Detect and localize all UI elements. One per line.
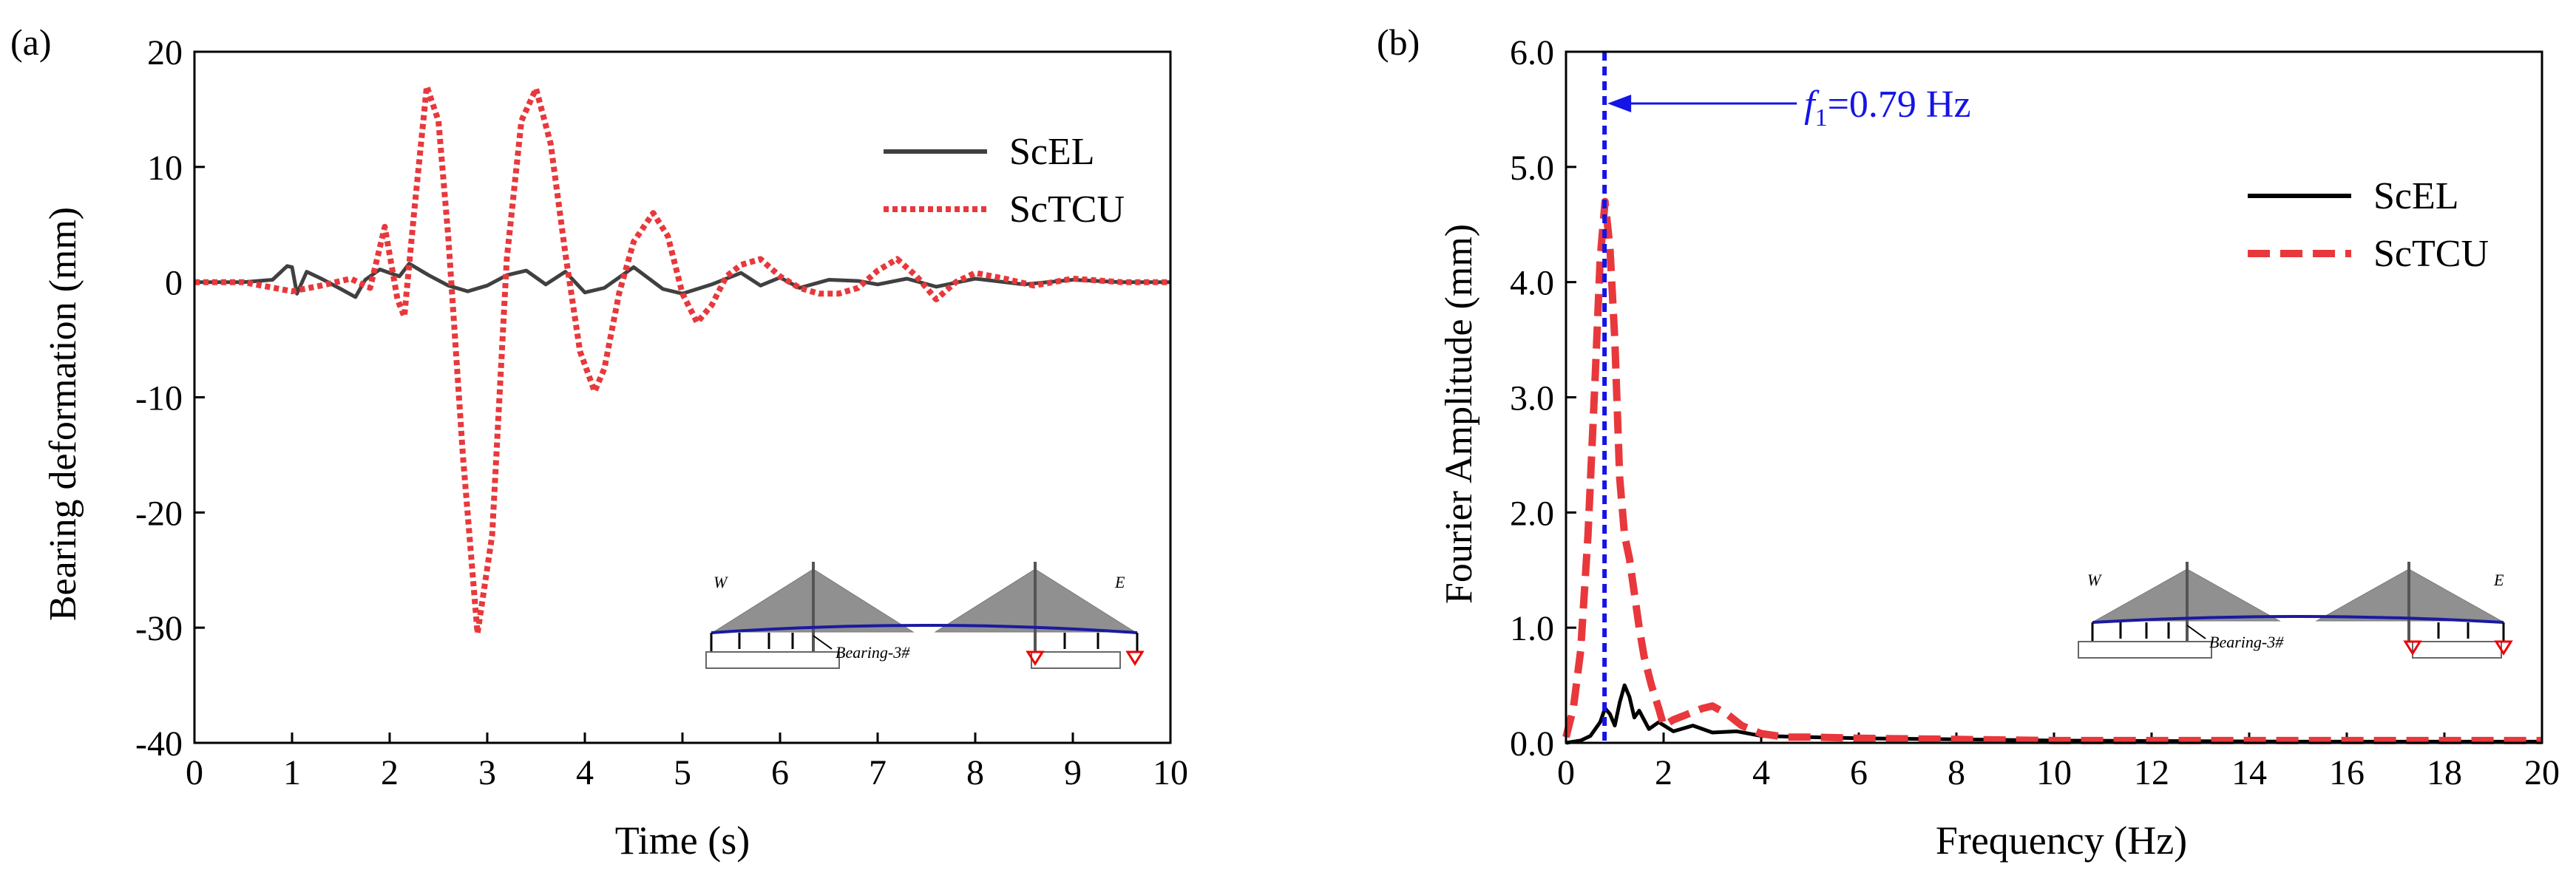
a-xtick-label: 3 bbox=[478, 753, 496, 792]
inset-b-soil-e bbox=[2412, 641, 2502, 659]
b-xtick-label: 14 bbox=[2231, 753, 2267, 792]
a-ytick-label: 10 bbox=[147, 149, 183, 188]
inset-b-bearing-pointer bbox=[2186, 625, 2206, 639]
b-xtick-label: 2 bbox=[1655, 753, 1672, 792]
b-xtick-label: 6 bbox=[1850, 753, 1868, 792]
inset-a-support-2 bbox=[1125, 650, 1145, 666]
a-xtick-label: 7 bbox=[869, 753, 887, 792]
panel-b-ylabel: Fourier Amplitude (mm) bbox=[1438, 224, 1480, 604]
b-ytick-label: 0.0 bbox=[1510, 724, 1554, 764]
inset-a-pier-set bbox=[710, 633, 1139, 652]
inset-a-deck bbox=[711, 624, 1138, 634]
inset-b-deck bbox=[2092, 615, 2504, 624]
a-ytick-label: -10 bbox=[135, 379, 183, 418]
b-ytick-label: 3.0 bbox=[1510, 379, 1554, 418]
inset-b-label-bearing: Bearing-3# bbox=[2209, 633, 2284, 651]
b-series-sctcu bbox=[1562, 197, 2542, 744]
a-xtick-label: 1 bbox=[283, 753, 301, 792]
panel-b-inset: W E Bearing-3# bbox=[2078, 562, 2513, 659]
inset-b-label-e: E bbox=[2493, 571, 2504, 589]
f1-arrowhead bbox=[1607, 95, 1632, 112]
b-ytick-label: 5.0 bbox=[1510, 149, 1554, 188]
inset-a-label-w: W bbox=[714, 573, 728, 591]
inset-b-label-w: W bbox=[2087, 571, 2102, 589]
inset-a-soil-e bbox=[1031, 651, 1121, 669]
inset-a-bearing-pointer bbox=[813, 635, 833, 650]
panel-a: (a) Bearing deformation (mm) Time (s) 0 1… bbox=[10, 21, 1188, 863]
panel-b-series bbox=[1562, 197, 2542, 745]
b-xtick-label: 16 bbox=[2329, 753, 2365, 792]
inset-a-soil-w bbox=[705, 651, 840, 669]
a-xtick-label: 8 bbox=[966, 753, 984, 792]
a-ytick-label: 0 bbox=[165, 264, 183, 303]
a-series-scel bbox=[194, 262, 1170, 299]
b-ytick-label: 6.0 bbox=[1510, 33, 1554, 72]
panel-b-frame bbox=[1565, 50, 2543, 744]
f1-label-rest: =0.79 Hz bbox=[1828, 84, 1971, 126]
panel-b-label: (b) bbox=[1377, 21, 1420, 63]
a-xtick-label: 10 bbox=[1153, 753, 1188, 792]
legend-a-sctcu-label: ScTCU bbox=[1009, 188, 1125, 231]
a-ytick-label: -40 bbox=[135, 724, 183, 764]
inset-a-label-bearing: Bearing-3# bbox=[835, 643, 910, 662]
a-series-sctcu bbox=[194, 83, 1170, 636]
panel-a-inset: W E Bearing-3# bbox=[705, 562, 1145, 669]
panel-a-ylabel: Bearing deformation (mm) bbox=[42, 207, 84, 621]
inset-b-pier-set bbox=[2091, 622, 2505, 642]
panel-a-series bbox=[194, 83, 1170, 636]
a-ytick-label: -30 bbox=[135, 609, 183, 648]
panel-b: (b) Fourier Amplitude (mm) Frequency (Hz… bbox=[1377, 21, 2560, 863]
a-xtick-label: 6 bbox=[771, 753, 789, 792]
inset-b-soil-w bbox=[2078, 641, 2212, 659]
a-xtick-label: 0 bbox=[186, 753, 203, 792]
a-xtick-label: 5 bbox=[674, 753, 691, 792]
panel-a-xlabel: Time (s) bbox=[615, 818, 750, 863]
a-xtick-label: 4 bbox=[576, 753, 594, 792]
legend-b-scel-label: ScEL bbox=[2373, 175, 2459, 217]
a-xtick-label: 2 bbox=[381, 753, 399, 792]
a-xtick-label: 9 bbox=[1064, 753, 1082, 792]
inset-a-support-1 bbox=[1026, 650, 1045, 666]
b-xtick-label: 18 bbox=[2427, 753, 2462, 792]
b-ytick-label: 4.0 bbox=[1510, 264, 1554, 303]
panel-b-legend: ScEL ScTCU bbox=[2248, 175, 2489, 275]
b-xtick-label: 10 bbox=[2036, 753, 2072, 792]
legend-b-sctcu-label: ScTCU bbox=[2373, 233, 2489, 275]
panel-a-label: (a) bbox=[10, 21, 52, 63]
b-xtick-label: 20 bbox=[2524, 753, 2560, 792]
b-ytick-label: 2.0 bbox=[1510, 494, 1554, 533]
b-xtick-label: 0 bbox=[1557, 753, 1575, 792]
a-ytick-label: 20 bbox=[147, 33, 183, 72]
legend-a-scel-label: ScEL bbox=[1009, 131, 1095, 173]
panel-b-ticks: 0 2 4 6 8 10 12 14 16 18 20 0.0 1.0 2.0 3.0 4.0 5.0 6.0 bbox=[1510, 33, 2560, 792]
inset-b-support-2 bbox=[2494, 640, 2513, 656]
b-ytick-label: 1.0 bbox=[1510, 609, 1554, 648]
panel-a-ticks: 0 1 2 3 4 5 6 7 8 9 10 -40 -30 -20 -10 0 10 20 bbox=[135, 33, 1188, 792]
f1-label: f1=0.79 Hz bbox=[1804, 84, 1970, 132]
inset-a-label-e: E bbox=[1114, 573, 1125, 591]
b-xtick-label: 8 bbox=[1948, 753, 1965, 792]
panel-a-frame bbox=[193, 50, 1172, 744]
a-ytick-label: -20 bbox=[135, 494, 183, 533]
inset-b-support-1 bbox=[2403, 640, 2422, 656]
b-xtick-label: 12 bbox=[2134, 753, 2169, 792]
panel-b-annotation: f1=0.79 Hz bbox=[1602, 52, 1971, 743]
panel-a-legend: ScEL ScTCU bbox=[884, 131, 1125, 231]
b-xtick-label: 4 bbox=[1752, 753, 1770, 792]
f1-label-sub: 1 bbox=[1815, 104, 1828, 132]
panel-b-xlabel: Frequency (Hz) bbox=[1936, 818, 2187, 863]
